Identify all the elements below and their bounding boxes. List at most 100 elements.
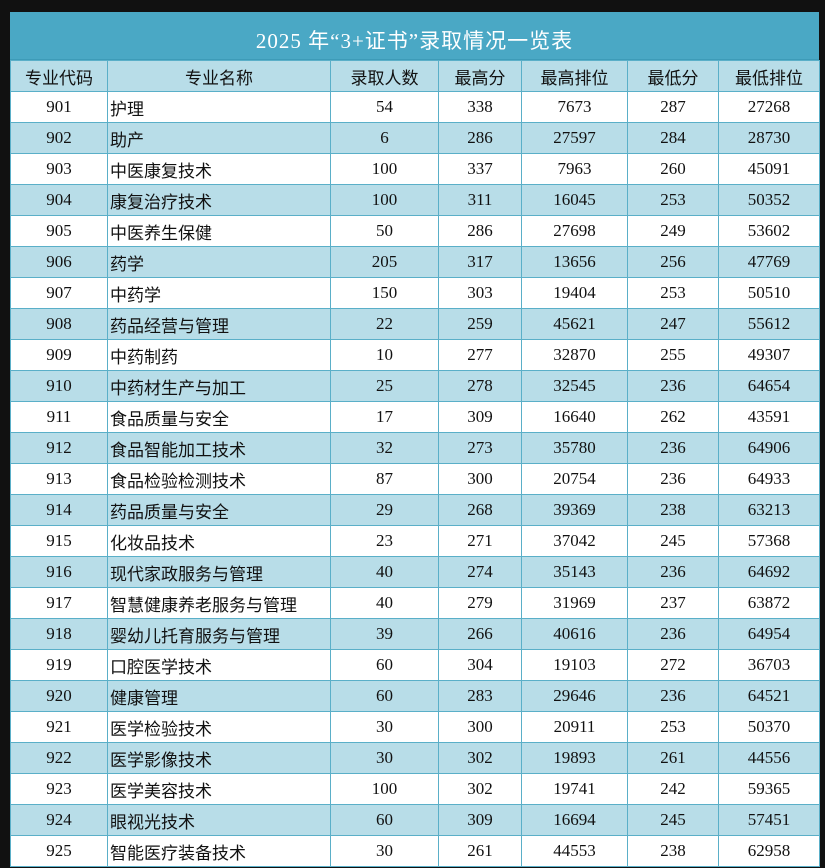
cell-max-score: 259 xyxy=(438,308,522,340)
cell-code: 902 xyxy=(10,122,108,154)
admission-table-sheet: 2025 年“3+证书”录取情况一览表 专业代码 专业名称 录取人数 最高分 最高排位最… xyxy=(10,12,820,867)
cell-min-rank: 45091 xyxy=(718,153,820,185)
cell-max-rank: 19893 xyxy=(521,742,628,774)
table-row: 911 食品质量与安全 17 309 16640 262 43591 xyxy=(10,401,820,433)
cell-code: 919 xyxy=(10,649,108,681)
cell-max-rank: 44553 xyxy=(521,835,628,867)
table-row: 904 康复治疗技术 100 311 16045 253 50352 xyxy=(10,184,820,216)
cell-code: 908 xyxy=(10,308,108,340)
cell-min-rank: 64654 xyxy=(718,370,820,402)
cell-name: 中医养生保健 xyxy=(107,215,331,247)
cell-admitted: 30 xyxy=(330,711,439,743)
cell-code: 920 xyxy=(10,680,108,712)
cell-name: 中药材生产与加工 xyxy=(107,370,331,402)
cell-max-rank: 37042 xyxy=(521,525,628,557)
cell-admitted: 17 xyxy=(330,401,439,433)
cell-min-score: 256 xyxy=(627,246,719,278)
column-header-max-score: 最高分 xyxy=(438,60,522,92)
cell-max-rank: 16694 xyxy=(521,804,628,836)
cell-min-score: 249 xyxy=(627,215,719,247)
cell-name: 医学影像技术 xyxy=(107,742,331,774)
cell-min-score: 238 xyxy=(627,835,719,867)
cell-max-score: 338 xyxy=(438,91,522,123)
cell-admitted: 23 xyxy=(330,525,439,557)
cell-min-rank: 64906 xyxy=(718,432,820,464)
cell-min-rank: 64933 xyxy=(718,463,820,495)
cell-min-rank: 57451 xyxy=(718,804,820,836)
table-row: 923 医学美容技术 100 302 19741 242 59365 xyxy=(10,773,820,805)
cell-admitted: 50 xyxy=(330,215,439,247)
cell-admitted: 54 xyxy=(330,91,439,123)
table-row: 912 食品智能加工技术 32 273 35780 236 64906 xyxy=(10,432,820,464)
cell-min-score: 236 xyxy=(627,432,719,464)
cell-max-rank: 35143 xyxy=(521,556,628,588)
cell-max-rank: 19404 xyxy=(521,277,628,309)
cell-name: 药品经营与管理 xyxy=(107,308,331,340)
cell-code: 915 xyxy=(10,525,108,557)
cell-admitted: 100 xyxy=(330,773,439,805)
cell-admitted: 6 xyxy=(330,122,439,154)
cell-max-score: 302 xyxy=(438,773,522,805)
cell-code: 925 xyxy=(10,835,108,867)
cell-admitted: 32 xyxy=(330,432,439,464)
table-row: 906 药学 205 317 13656 256 47769 xyxy=(10,246,820,278)
cell-code: 912 xyxy=(10,432,108,464)
column-header-max-rank: 最高排位 xyxy=(521,60,628,92)
cell-min-rank: 28730 xyxy=(718,122,820,154)
table-row: 924 眼视光技术 60 309 16694 245 57451 xyxy=(10,804,820,836)
cell-max-rank: 7963 xyxy=(521,153,628,185)
cell-max-score: 274 xyxy=(438,556,522,588)
header-row: 专业代码 专业名称 录取人数 最高分 最高排位 最低分 最低排位 xyxy=(10,60,820,92)
cell-min-score: 253 xyxy=(627,277,719,309)
cell-max-score: 286 xyxy=(438,122,522,154)
cell-min-score: 262 xyxy=(627,401,719,433)
cell-code: 923 xyxy=(10,773,108,805)
cell-min-score: 242 xyxy=(627,773,719,805)
table-title: 2025 年“3+证书”录取情况一览表 xyxy=(10,12,819,60)
cell-min-rank: 47769 xyxy=(718,246,820,278)
table-row: 910 中药材生产与加工 25 278 32545 236 64654 xyxy=(10,370,820,402)
cell-min-score: 261 xyxy=(627,742,719,774)
cell-max-rank: 29646 xyxy=(521,680,628,712)
cell-code: 910 xyxy=(10,370,108,402)
table-row: 916 现代家政服务与管理 40 274 35143 236 64692 xyxy=(10,556,820,588)
cell-max-rank: 16640 xyxy=(521,401,628,433)
cell-max-rank: 19741 xyxy=(521,773,628,805)
cell-min-score: 272 xyxy=(627,649,719,681)
cell-name: 药学 xyxy=(107,246,331,278)
table-row: 920 健康管理 60 283 29646 236 64521 xyxy=(10,680,820,712)
cell-min-score: 237 xyxy=(627,587,719,619)
cell-min-score: 284 xyxy=(627,122,719,154)
cell-max-score: 277 xyxy=(438,339,522,371)
cell-max-score: 309 xyxy=(438,804,522,836)
cell-max-rank: 13656 xyxy=(521,246,628,278)
table-row: 908 药品经营与管理 22 259 45621 247 55612 xyxy=(10,308,820,340)
cell-name: 助产 xyxy=(107,122,331,154)
table-row: 902 助产 6 286 27597 284 28730 xyxy=(10,122,820,154)
cell-name: 食品智能加工技术 xyxy=(107,432,331,464)
cell-min-rank: 43591 xyxy=(718,401,820,433)
column-header-code: 专业代码 xyxy=(10,60,108,92)
cell-name: 食品检验检测技术 xyxy=(107,463,331,495)
table-row: 917 智慧健康养老服务与管理 40 279 31969 237 63872 xyxy=(10,587,820,619)
admission-table: 专业代码 专业名称 录取人数 最高分 最高排位 最低分 最低排位 901 护理 54 338 767… xyxy=(10,60,820,867)
cell-min-score: 253 xyxy=(627,711,719,743)
cell-name: 智慧健康养老服务与管理 xyxy=(107,587,331,619)
cell-code: 924 xyxy=(10,804,108,836)
cell-name: 健康管理 xyxy=(107,680,331,712)
cell-min-rank: 64692 xyxy=(718,556,820,588)
cell-admitted: 40 xyxy=(330,556,439,588)
cell-code: 906 xyxy=(10,246,108,278)
cell-code: 916 xyxy=(10,556,108,588)
cell-admitted: 30 xyxy=(330,742,439,774)
cell-max-score: 283 xyxy=(438,680,522,712)
cell-name: 食品质量与安全 xyxy=(107,401,331,433)
cell-min-score: 253 xyxy=(627,184,719,216)
cell-min-rank: 36703 xyxy=(718,649,820,681)
cell-max-score: 266 xyxy=(438,618,522,650)
cell-admitted: 60 xyxy=(330,649,439,681)
cell-max-score: 300 xyxy=(438,711,522,743)
cell-min-rank: 27268 xyxy=(718,91,820,123)
cell-code: 917 xyxy=(10,587,108,619)
cell-code: 922 xyxy=(10,742,108,774)
